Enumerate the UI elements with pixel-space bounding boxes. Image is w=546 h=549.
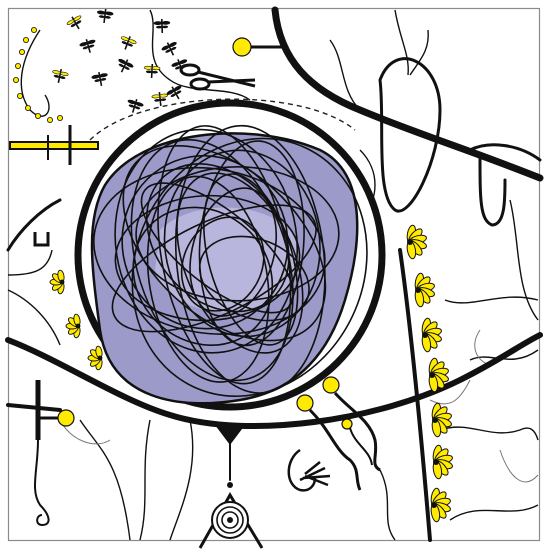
thin-tendrils: [7, 9, 539, 541]
flower-icon: [431, 402, 452, 438]
dragonfly-icon: [161, 41, 177, 56]
vine-dot: [16, 93, 23, 100]
yellow-dot-vine: [12, 26, 64, 124]
dragonfly-icon: [153, 18, 171, 34]
vine-dot: [47, 117, 54, 124]
tangled-scribble: [93, 124, 368, 398]
dragonfly-icon: [118, 58, 134, 73]
spiral-hook: [34, 439, 50, 527]
small-flower-icon: [49, 269, 65, 295]
flower-icon: [432, 444, 453, 480]
scribble-loop: [176, 172, 304, 354]
yellow-bulb-left: [35, 380, 75, 440]
magnet: [33, 232, 50, 247]
flower-icon: [414, 272, 435, 308]
scribble-loop: [174, 124, 326, 394]
flower-icon: [428, 357, 449, 393]
yellow-bar: [9, 125, 99, 165]
dragonfly-icon: [96, 8, 114, 24]
eye-drip: [215, 425, 245, 445]
left-yellow-flowers: [49, 269, 103, 371]
scribble-loop: [157, 125, 292, 385]
scribble-loop: [198, 140, 305, 347]
yellow-flower-column: [406, 224, 453, 523]
yellow-bulb-top: [232, 37, 285, 57]
dragonfly-icon: [127, 99, 144, 113]
dragonfly-icon: [79, 39, 96, 53]
dragonfly-icon: [143, 63, 161, 79]
vine-dot: [14, 63, 21, 70]
scribble-loop: [135, 166, 340, 302]
dragonfly-icon: [120, 36, 137, 50]
dragonfly-icon: [66, 15, 82, 30]
flower-icon: [421, 317, 442, 353]
dragonfly-icon: [166, 85, 182, 100]
small-flower-icon: [65, 313, 81, 339]
vine-dot: [12, 77, 19, 84]
yellow-bulbs: [296, 376, 381, 491]
vine-dot: [24, 105, 31, 112]
scribble-loop: [122, 145, 327, 342]
vine-dot: [57, 115, 64, 122]
scribble-loop: [163, 149, 321, 338]
spiral-target: [198, 482, 264, 549]
thick-curves: [5, 6, 544, 542]
dragonfly-swarm: [52, 8, 188, 113]
dragonfly-icon: [91, 71, 108, 87]
scissors: [179, 63, 256, 91]
dragonfly-icon: [151, 91, 169, 107]
small-flower-icon: [87, 345, 103, 371]
flower-icon: [430, 487, 451, 523]
vine-dot: [35, 113, 42, 120]
scribble-loop: [131, 137, 368, 398]
vine-dot: [18, 49, 25, 56]
dragonfly-icon: [52, 68, 69, 83]
scribble-loop: [121, 154, 289, 330]
vine-dot: [30, 26, 37, 33]
flower-icon: [406, 224, 427, 260]
scribble-ball: [90, 124, 368, 405]
scribble-loop: [111, 204, 317, 333]
scribble-loop: [130, 139, 294, 382]
fan-drop: [287, 448, 331, 492]
scribble-loop: [146, 175, 270, 383]
vine-dot: [22, 37, 29, 44]
